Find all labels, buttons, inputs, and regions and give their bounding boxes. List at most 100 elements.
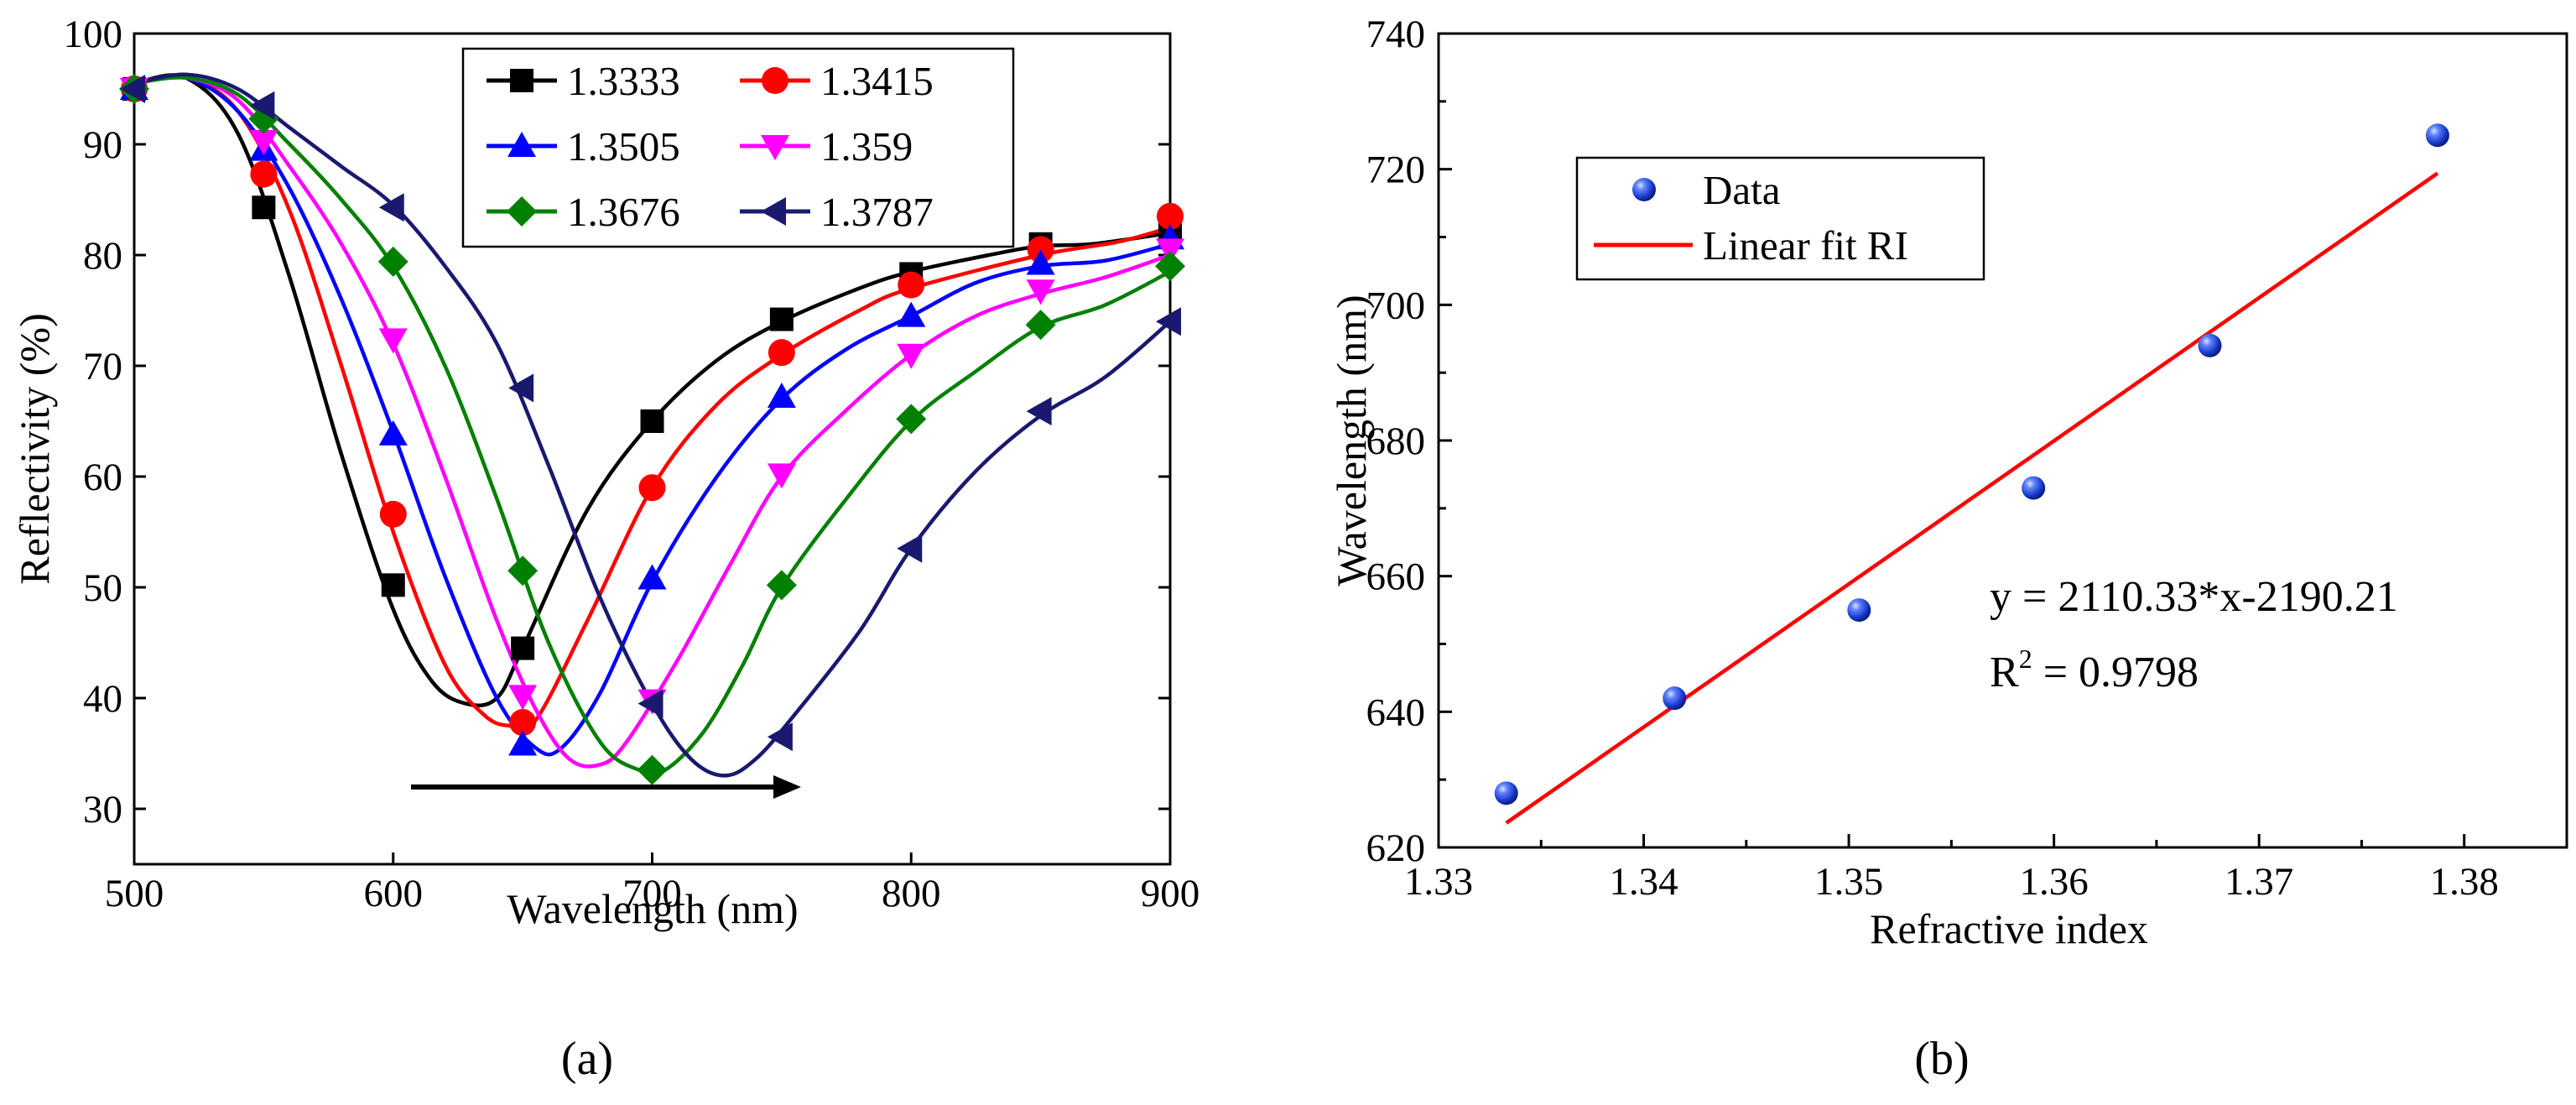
legend-marker-1-3787 [761, 197, 786, 226]
chart-a-y-tick-label: 60 [83, 456, 122, 499]
chart-b-y-tick-label: 640 [1366, 691, 1426, 734]
data-point-1-3676 [377, 246, 409, 277]
chart-b: 1.33 1.34 1.35 1.36 1.37 1.38 620 640 660 680 700… [1328, 13, 2568, 1085]
data-point-1-359 [249, 130, 278, 156]
chart-a-y-tick-label: 30 [83, 788, 122, 831]
chart-a-y-tick-label: 50 [83, 566, 122, 610]
data-point-1-3333 [769, 307, 794, 331]
data-point-1-3415 [1027, 236, 1054, 263]
data-point-1-359 [378, 328, 408, 354]
series-line-1-359 [133, 75, 1171, 769]
chart-b-legend: Data Linear fit RI [1575, 156, 1985, 281]
legend-marker-1-3415 [762, 67, 788, 94]
data-point [2022, 476, 2046, 500]
data-point-1-3787 [508, 373, 534, 403]
data-point-1-3787 [120, 75, 145, 103]
chart-b-r2-sup: 2 [2019, 644, 2032, 674]
legend-label-1-3676: 1.3676 [567, 189, 680, 235]
chart-b-legend-marker-data [1632, 178, 1656, 201]
chart-a: 500 600 700 800 900 30 40 50 60 70 80 90 100 1.3333… [11, 13, 1200, 1085]
chart-a-y-tick-label: 70 [83, 345, 122, 388]
chart-b-panel-label: (b) [1914, 1033, 1969, 1085]
chart-b-x-label: Refractive index [1870, 905, 2148, 952]
data-point-1-3787 [897, 534, 923, 563]
chart-b-y-label: Wavelength (nm) [1328, 294, 1375, 586]
chart-b-y-tick-label: 720 [1366, 149, 1426, 192]
data-point-1-3415 [898, 271, 925, 299]
chart-a-y-ticks: 30 40 50 60 70 80 90 100 [64, 13, 1170, 831]
data-point-1-3333 [252, 195, 276, 220]
chart-b-x-ticks: 1.33 1.34 1.35 1.36 1.37 1.38 [1404, 834, 2499, 904]
data-point-1-3676 [896, 404, 927, 435]
chart-a-y-tick-label: 40 [83, 677, 122, 721]
chart-b-frame [1437, 32, 2568, 849]
chart-b-equation: y = 2110.33*x-2190.21 [1990, 573, 2398, 621]
chart-a-x-tick-label: 700 [622, 872, 682, 915]
chart-a-legend: 1.3333 1.3415 1.3505 1.359 1.3676 1.3787 [461, 47, 1015, 248]
legend-label-1-3787: 1.3787 [820, 189, 934, 235]
data-point-1-3333 [511, 636, 535, 660]
data-point-1-359 [1026, 279, 1055, 305]
series-line-1-3505 [133, 75, 1171, 757]
chart-b-y-tick-label: 740 [1366, 13, 1426, 56]
data-point-1-3676 [637, 754, 668, 785]
chart-b-x-tick-label: 1.35 [1814, 860, 1883, 904]
data-point [1847, 598, 1871, 623]
data-point-1-3505 [1026, 249, 1055, 275]
data-point-1-3787 [637, 689, 664, 718]
data-point-1-3787 [767, 722, 793, 752]
chart-a-plot-area: 500 600 700 800 900 30 40 50 60 70 80 90 100 1.3333… [64, 13, 1200, 915]
chart-b-x-tick-label: 1.36 [2020, 860, 2089, 904]
data-point-1-3415 [379, 500, 407, 528]
data-point-1-3333 [381, 573, 405, 597]
data-point-1-3676 [766, 570, 797, 601]
data-point-1-3415 [768, 339, 795, 367]
legend-label-1-3415: 1.3415 [820, 58, 934, 104]
chart-a-panel-label: (a) [561, 1033, 613, 1085]
legend-label-1-359: 1.359 [820, 123, 913, 169]
chart-a-x-tick-label: 500 [105, 872, 164, 915]
data-point [2425, 123, 2449, 148]
legend-marker-1-3505 [507, 132, 536, 157]
chart-b-x-tick-label: 1.33 [1404, 860, 1473, 904]
data-point-1-3676 [1025, 310, 1056, 341]
chart-b-data-points [1494, 123, 2449, 805]
data-point-1-3505 [508, 730, 538, 756]
data-point-1-3505 [637, 564, 667, 590]
data-point-1-3787 [249, 91, 275, 120]
data-point-1-359 [767, 463, 796, 489]
legend-marker-1-359 [761, 135, 789, 160]
chart-a-x-tick-label: 600 [364, 872, 424, 915]
chart-b-x-tick-label: 1.37 [2225, 860, 2293, 904]
chart-a-y-label: Reflectivity (%) [11, 313, 58, 585]
data-point-1-3415 [1157, 202, 1184, 230]
shift-arrow-head [773, 775, 801, 799]
chart-a-y-tick-label: 100 [64, 13, 123, 56]
shift-arrow [411, 775, 801, 799]
chart-b-x-tick-label: 1.34 [1609, 860, 1678, 904]
data-point-1-3415 [638, 474, 666, 502]
data-point [1663, 686, 1687, 711]
data-point-1-3676 [507, 555, 539, 586]
chart-b-y-tick-label: 620 [1366, 826, 1426, 870]
chart-b-y-tick-label: 660 [1366, 555, 1426, 599]
data-point-1-3505 [767, 382, 796, 408]
series-line-1-3333 [133, 73, 1171, 708]
chart-a-x-label: Wavelength (nm) [507, 885, 798, 932]
fit-line [1505, 171, 2439, 825]
data-point-1-3787 [1026, 397, 1052, 426]
chart-a-x-ticks: 500 600 700 800 900 [105, 852, 1200, 915]
chart-b-r2-prefix: R [1990, 649, 2019, 696]
chart-b-fit-line [1505, 171, 2439, 825]
chart-b-r2: R2 = 0.9798 [1990, 644, 2199, 696]
chart-b-y-ticks: 620 640 660 680 700 720 740 [1366, 13, 1452, 870]
data-point-1-3415 [509, 709, 537, 737]
chart-a-y-tick-label: 80 [83, 234, 122, 278]
chart-a-x-tick-label: 900 [1141, 872, 1200, 915]
series-line-1-3676 [133, 76, 1172, 776]
chart-b-r2-value: = 0.9798 [2032, 649, 2199, 696]
chart-a-markers [119, 74, 1185, 785]
legend-marker-1-3676 [507, 196, 537, 227]
chart-b-x-tick-label: 1.38 [2430, 860, 2499, 904]
